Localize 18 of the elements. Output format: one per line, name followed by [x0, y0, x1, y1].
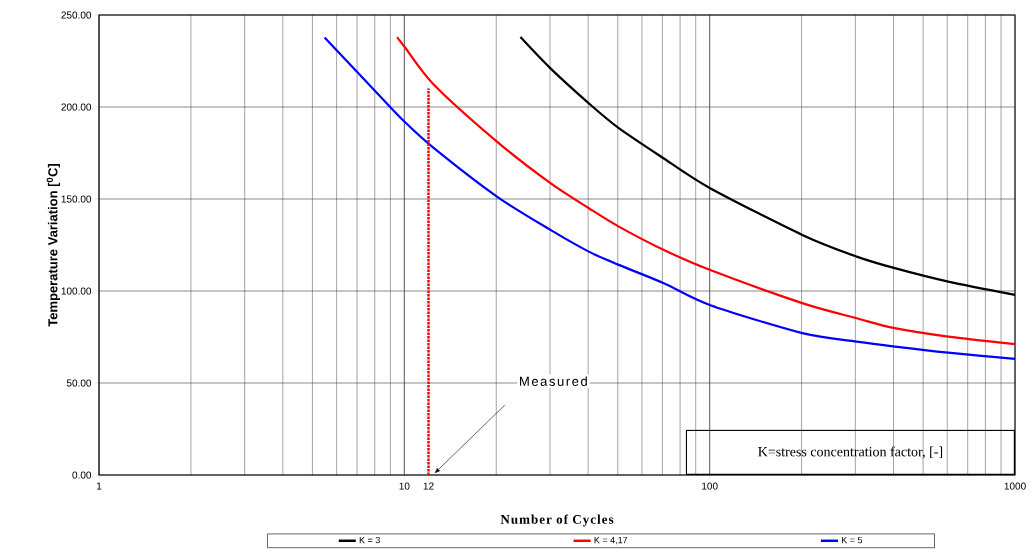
x-tick-label: 1 — [96, 482, 102, 490]
x-axis-title: Number of Cycles — [500, 514, 614, 527]
annotation: K=stress concentration factor, [-] — [758, 446, 943, 459]
legend-label: K = 4,17 — [594, 536, 628, 545]
x-tick-label: 10 — [399, 482, 410, 490]
y-tick-label: 150.00 — [61, 195, 92, 203]
x-tick-label: 1000 — [1004, 482, 1026, 490]
y-tick-label: 50.00 — [66, 379, 92, 387]
legend-label: K = 5 — [841, 536, 863, 544]
y-tick-label: 200.00 — [61, 103, 92, 111]
y-tick-label: 0.00 — [72, 471, 92, 479]
legend-label: K = 3 — [359, 536, 380, 544]
annotation: Measured — [520, 376, 587, 386]
x-tick-label: 100 — [702, 482, 718, 490]
y-tick-label: 100.00 — [61, 287, 92, 295]
y-tick-label: 250.00 — [61, 11, 92, 19]
y-axis-title: Temperature Variation [$^{0}$C] — [46, 163, 61, 327]
x-tick-label: 12 — [423, 482, 434, 490]
